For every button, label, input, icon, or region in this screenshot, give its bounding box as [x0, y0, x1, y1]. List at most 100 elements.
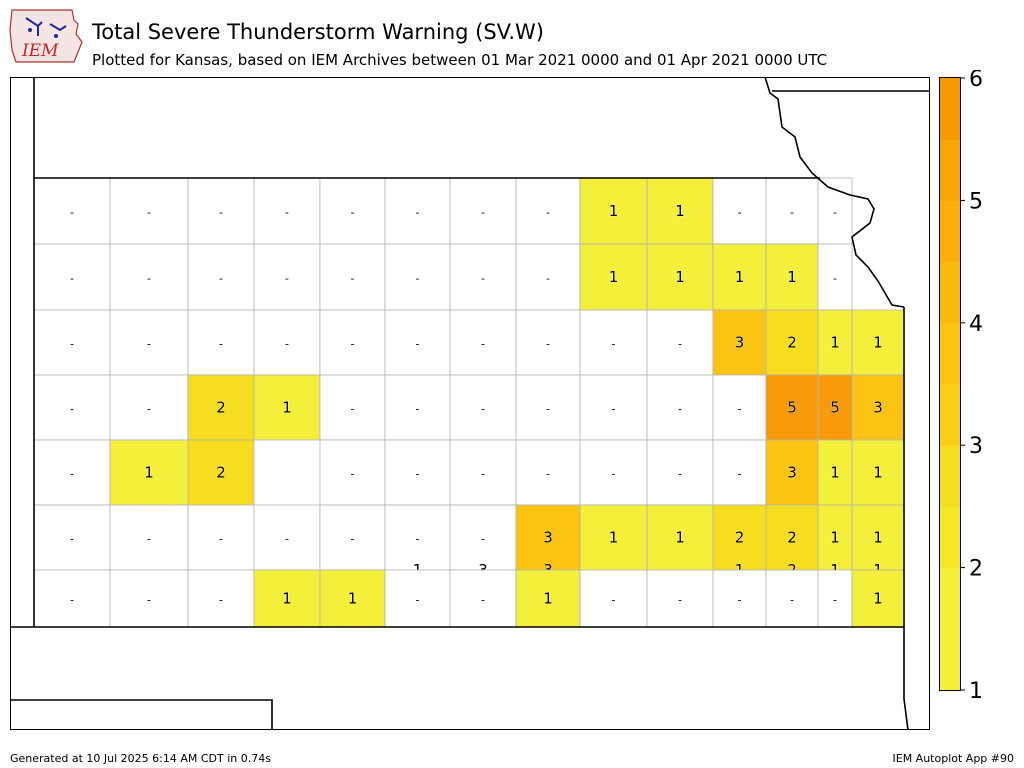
county-cell	[515, 569, 581, 628]
county-count-label: -	[678, 468, 682, 481]
county-count-label: 1	[348, 590, 358, 608]
county-cell	[319, 439, 386, 506]
app-label: IEM Autoplot App #90	[892, 752, 1015, 765]
county-cell	[109, 569, 189, 628]
county-count-label: 2	[787, 334, 797, 352]
county-count-label: -	[738, 206, 742, 219]
county-count-label: -	[285, 272, 289, 285]
county-count-label: -	[481, 272, 485, 285]
county-cell	[33, 439, 111, 506]
county-cell	[253, 309, 321, 376]
county-count-label: -	[612, 338, 616, 351]
county-count-label: -	[481, 594, 485, 607]
county-count-label: 1	[609, 529, 619, 547]
colorbar-tick-label: 5	[969, 189, 983, 214]
county-count-label: -	[416, 272, 420, 285]
county-cell	[253, 243, 321, 311]
county-count-label: -	[546, 206, 550, 219]
county-count-label: -	[416, 338, 420, 351]
county-count-label: -	[481, 338, 485, 351]
county-count-label: -	[416, 468, 420, 481]
county-count-label: 1	[675, 529, 685, 547]
county-count-label: -	[351, 338, 355, 351]
county-cell	[384, 569, 451, 628]
county-count-label: 1	[873, 464, 883, 482]
county-cell	[817, 374, 853, 441]
svg-text:IEM: IEM	[21, 41, 59, 61]
county-count-label: 1	[144, 464, 154, 482]
county-cell	[579, 309, 648, 376]
county-count-label: 1	[282, 590, 292, 608]
county-count-label: 1	[830, 464, 840, 482]
county-cell	[109, 504, 189, 571]
county-count-label: -	[481, 206, 485, 219]
colorbar-tick-label: 2	[969, 557, 983, 582]
county-count-label: 1	[282, 399, 292, 417]
county-count-label: -	[351, 206, 355, 219]
county-cell	[851, 439, 905, 506]
colorbar-block	[940, 78, 960, 140]
county-count-label: -	[790, 594, 794, 607]
county-count-label: -	[678, 403, 682, 416]
colorbar-tick-label: 1	[969, 679, 983, 704]
county-count-label: 2	[735, 529, 745, 547]
county-cell	[109, 309, 189, 376]
chart-title: Total Severe Thunderstorm Warning (SV.W)	[92, 20, 544, 44]
county-cell	[253, 177, 321, 245]
colorbar-block	[940, 322, 960, 385]
oklahoma-border-south	[10, 699, 273, 730]
county-cell	[712, 177, 767, 245]
county-count-label: -	[147, 206, 151, 219]
county-count-label: -	[70, 533, 74, 546]
county-cell	[33, 243, 111, 311]
county-count-label: 3	[735, 334, 745, 352]
county-cell	[449, 374, 517, 441]
county-count-label: 1	[675, 268, 685, 286]
county-count-label: -	[790, 206, 794, 219]
missouri-border-south	[903, 627, 909, 730]
county-count-label: 1	[830, 529, 840, 547]
county-cell	[765, 374, 819, 441]
county-cell	[515, 374, 581, 441]
county-cell	[253, 504, 321, 571]
county-count-label: 1	[873, 590, 883, 608]
county-count-label: 3	[873, 399, 883, 417]
county-count-label: -	[416, 594, 420, 607]
county-cell	[712, 309, 767, 376]
county-count-label: -	[833, 594, 837, 607]
county-count-label: 1	[873, 334, 883, 352]
colorbar-block	[940, 200, 960, 263]
county-cell	[765, 177, 819, 245]
county-cell	[579, 569, 648, 628]
county-cell	[449, 439, 517, 506]
county-count-label: -	[612, 468, 616, 481]
iem-logo: IEM	[9, 9, 83, 63]
county-count-label: 2	[787, 529, 797, 547]
county-cell	[515, 504, 581, 571]
county-count-label: -	[147, 533, 151, 546]
missouri-river	[764, 77, 905, 308]
county-count-label: -	[416, 533, 420, 546]
county-count-label: -	[612, 403, 616, 416]
county-count-label: -	[546, 468, 550, 481]
colorbar-ticks: 1 2 3 4 5 6	[960, 70, 983, 704]
county-count-label: 1	[543, 590, 553, 608]
county-count-label: -	[546, 338, 550, 351]
county-count-label: -	[219, 338, 223, 351]
county-count-label: -	[738, 594, 742, 607]
county-count-label: -	[546, 272, 550, 285]
colorbar-blocks	[940, 78, 960, 691]
county-layer: - - - - - - - - 1 1 - - - - - - - - - - - 1 1 1 1 - - - - - - - - - - - 3 2 1 1…	[33, 177, 905, 628]
county-count-label: -	[351, 272, 355, 285]
county-cell	[817, 569, 853, 628]
county-cell	[712, 569, 767, 628]
county-count-label: 2	[216, 399, 226, 417]
county-count-label: -	[285, 338, 289, 351]
county-cell	[253, 374, 321, 441]
county-count-label: 5	[787, 399, 797, 417]
colorbar-block	[940, 567, 960, 630]
county-count-label: -	[833, 206, 837, 219]
county-count-label: 1	[675, 202, 685, 220]
county-cell	[109, 243, 189, 311]
county-count-label: -	[70, 206, 74, 219]
